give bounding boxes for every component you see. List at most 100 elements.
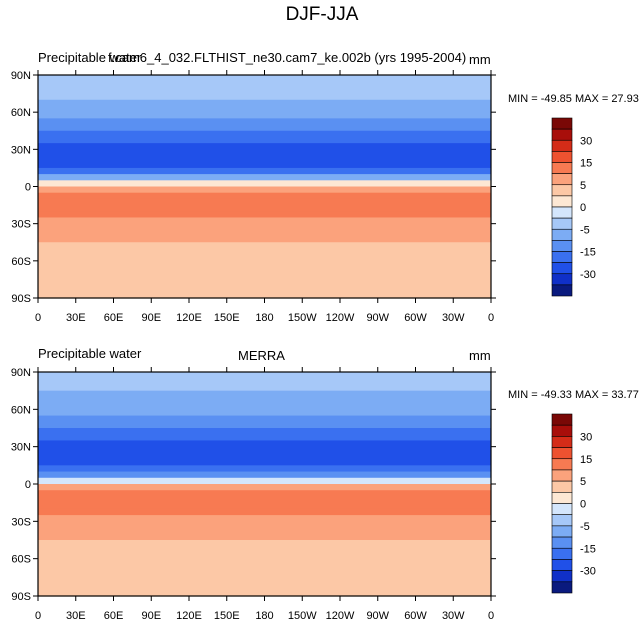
- x-tick-label: 60W: [404, 312, 427, 324]
- panel1-band: [38, 205, 491, 212]
- colorbar-label: 30: [580, 135, 592, 147]
- panel2-title-left: Precipitable water: [38, 346, 142, 361]
- colorbar-segment: [551, 173, 573, 186]
- panel1-stats: MIN = -49.85 MAX = 27.93: [508, 93, 639, 105]
- panel1-band: [38, 112, 491, 119]
- panel1-band: [38, 155, 491, 163]
- panel2-band: [38, 409, 491, 417]
- panel2-band: [38, 558, 491, 566]
- y-tick-label: 60N: [11, 404, 31, 416]
- x-tick-label: 0: [488, 610, 494, 622]
- panel1-band: [38, 279, 491, 287]
- x-tick-label: 90E: [141, 610, 161, 622]
- panel2-band: [38, 502, 491, 510]
- panel1-band: [38, 217, 491, 225]
- x-tick-label: 30E: [66, 610, 86, 622]
- y-tick-label: 0: [25, 182, 31, 194]
- panel2-band: [38, 415, 491, 423]
- colorbar-segment: [551, 273, 573, 286]
- y-tick-label: 60N: [11, 107, 31, 119]
- x-tick-label: 30W: [442, 312, 465, 324]
- panel2-band: [38, 428, 491, 435]
- colorbar-segment: [551, 128, 573, 141]
- colorbar-segment: [551, 195, 573, 208]
- panel2-title-center: MERRA: [238, 348, 285, 363]
- colorbar-label: 0: [580, 202, 586, 214]
- colorbar-segment: [551, 547, 573, 560]
- colorbar-segment: [551, 514, 573, 527]
- panel1-band: [38, 174, 491, 181]
- panel1-band: [38, 260, 491, 268]
- colorbar-segment: [551, 570, 573, 583]
- panel1-band: [38, 273, 491, 281]
- panel2-band: [38, 546, 491, 554]
- panel2-band: [38, 589, 491, 597]
- y-tick-label: 30S: [11, 516, 31, 528]
- colorbar-segment: [551, 251, 573, 263]
- panel1-band: [38, 105, 491, 113]
- x-tick-label: 150E: [214, 610, 240, 622]
- colorbar-segment: [551, 262, 573, 275]
- panel2-band: [38, 446, 491, 454]
- panel1-band: [38, 267, 491, 274]
- colorbar-segment: [551, 525, 573, 538]
- colorbar-label: -15: [580, 247, 596, 259]
- panel1-band: [38, 161, 491, 169]
- colorbar-segment: [551, 424, 573, 437]
- colorbar-label: -5: [580, 521, 590, 533]
- panel2-band: [38, 396, 491, 404]
- panel1-band: [38, 223, 491, 231]
- panel2-band: [38, 440, 491, 448]
- x-tick-label: 60W: [404, 610, 427, 622]
- x-tick-label: 60E: [104, 312, 124, 324]
- colorbar-segment: [551, 206, 573, 219]
- panel2-band: [38, 577, 491, 585]
- panel2-band: [38, 533, 491, 541]
- x-tick-label: 90W: [366, 610, 389, 622]
- x-tick-label: 150W: [288, 312, 317, 324]
- y-tick-label: 90S: [11, 293, 31, 305]
- panel2-band: [38, 390, 491, 398]
- y-tick-label: 90N: [11, 70, 31, 82]
- y-tick-label: 30N: [11, 442, 31, 454]
- colorbar-segment: [551, 184, 573, 197]
- colorbar-segment: [551, 436, 573, 448]
- panel2-band: [38, 459, 491, 466]
- colorbar-segment: [551, 536, 573, 549]
- colorbar-segment: [551, 228, 573, 241]
- panel1-band: [38, 167, 491, 175]
- panel1-band: [38, 192, 491, 200]
- panel2-band: [38, 527, 491, 535]
- y-tick-label: 60S: [11, 554, 31, 566]
- panel2-band: [38, 564, 491, 572]
- colorbar-segment: [551, 139, 573, 152]
- colorbar-segment: [551, 480, 573, 493]
- panel1-title-right: mm: [469, 52, 491, 67]
- panel2-band: [38, 484, 491, 491]
- x-tick-label: 30W: [442, 610, 465, 622]
- panel1-band: [38, 143, 491, 150]
- panel2-band: [38, 515, 491, 522]
- panel2-band: [38, 378, 491, 386]
- panel2-band: [38, 465, 491, 473]
- panel2-stats: MIN = -49.33 MAX = 33.77: [508, 389, 639, 401]
- colorbar-label: -5: [580, 224, 590, 236]
- panel2-band: [38, 372, 491, 379]
- colorbar-segment: [551, 413, 573, 426]
- panel1-band: [38, 87, 491, 95]
- x-tick-label: 120W: [326, 610, 355, 622]
- colorbar-label: 15: [580, 454, 592, 466]
- panel1-band: [38, 291, 491, 299]
- colorbar-label: 5: [580, 180, 586, 192]
- colorbar-segment: [551, 559, 573, 571]
- colorbar-segment: [551, 117, 573, 130]
- colorbar-label: 30: [580, 431, 592, 443]
- panel2-band: [38, 552, 491, 560]
- x-tick-label: 0: [35, 312, 41, 324]
- panel1-band: [38, 186, 491, 194]
- panel2-band: [38, 496, 491, 504]
- panel2-band: [38, 421, 491, 429]
- panel1-band: [38, 236, 491, 243]
- figure-title: DJF-JJA: [285, 4, 359, 25]
- panel2-band: [38, 471, 491, 479]
